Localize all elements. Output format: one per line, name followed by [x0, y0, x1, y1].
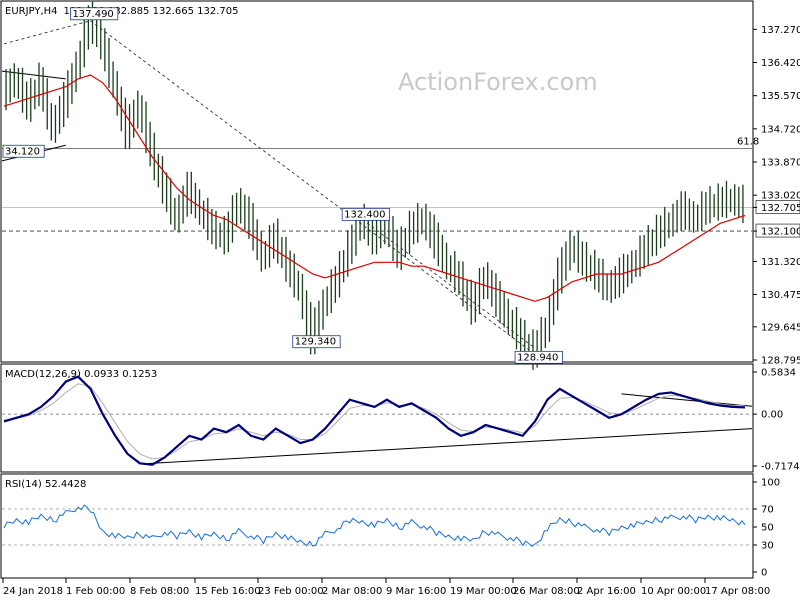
- annotation-label: 137.490: [72, 9, 113, 20]
- down-trendline: [90, 20, 536, 355]
- price-plot: 61.8 137.490 34.120 132.400 129.340 128.940: [1, 0, 759, 370]
- x-axis-label: 17 Apr 08:00: [705, 586, 770, 597]
- annotation-box: [2, 144, 45, 158]
- fib-label: 61.8: [737, 136, 759, 147]
- rsi-axis-label: 0: [761, 568, 767, 579]
- price-axis-label: 131.320: [761, 257, 800, 268]
- rsi-title: RSI(14) 52.4428: [5, 479, 86, 490]
- annotation-box: [292, 335, 341, 349]
- symbol-label: EURJPY,H4: [5, 6, 58, 17]
- price-axis-label: 130.475: [761, 290, 800, 301]
- price-axis-label: 135.570: [761, 91, 800, 102]
- macd-resistance-trendline: [621, 393, 753, 407]
- macd-line: [3, 375, 746, 466]
- annotation-label: 34.120: [5, 146, 40, 157]
- price-axis-label: 134.720: [761, 124, 800, 135]
- rsi-axis-label: 30: [761, 541, 774, 552]
- upper-trendline: [3, 20, 91, 45]
- ohlc-label: 132.838 132.885 132.665 132.705: [64, 6, 239, 17]
- x-axis-label: 9 Mar 16:00: [386, 586, 446, 597]
- macd-panel[interactable]: [0, 363, 754, 473]
- macd-plot: [2, 375, 753, 466]
- macd-axis-label: 0.00: [761, 410, 783, 421]
- rsi-axis-label: 70: [761, 505, 774, 516]
- x-axis-label: 2 Mar 08:00: [322, 586, 382, 597]
- price-axis-label: 137.270: [761, 25, 800, 36]
- moving-average-line: [3, 74, 746, 302]
- price-panel[interactable]: [0, 0, 754, 363]
- y-axes: 137.270 136.420 135.570 134.720 133.870 133.0…: [753, 25, 800, 579]
- macd-support-trendline: [139, 428, 753, 465]
- x-axis-label: 10 Apr 00:00: [641, 586, 706, 597]
- rsi-axis-label: 100: [761, 478, 780, 489]
- x-axis-label: 8 Feb 08:00: [130, 586, 189, 597]
- price-axis-label: 132.100: [761, 227, 800, 238]
- annotation-label: 128.940: [517, 352, 558, 363]
- price-axis-label: 129.645: [761, 322, 800, 333]
- annotation-box: [514, 350, 563, 364]
- macd-axis-label: -0.7174: [761, 462, 800, 473]
- price-bars: [5, 0, 744, 370]
- price-axis-label: 133.020: [761, 191, 800, 202]
- rsi-plot: [2, 504, 752, 547]
- price-header: EURJPY,H4 132.838 132.885 132.665 132.705: [5, 6, 238, 17]
- x-axis-label: 1 Feb 00:00: [66, 586, 125, 597]
- annotation-box: [341, 207, 390, 221]
- price-axis-label: 128.795: [761, 356, 800, 367]
- annotation-label: 132.400: [344, 209, 385, 220]
- wedge-upper-line: [1, 70, 66, 80]
- watermark: ActionForex.com: [398, 68, 598, 96]
- x-axis-label: 24 Jan 2018: [3, 586, 63, 597]
- x-axis: 24 Jan 2018 1 Feb 00:00 8 Feb 08:00 15 Feb …: [2, 578, 770, 597]
- price-axis-label: 132.705: [761, 203, 800, 214]
- macd-title: MACD(12,26,9) 0.0933 0.1253: [5, 369, 157, 380]
- price-axis-label: 133.870: [761, 158, 800, 169]
- rsi-panel[interactable]: [0, 473, 754, 579]
- x-axis-label: 15 Feb 16:00: [195, 586, 261, 597]
- annotation-box: [70, 7, 119, 21]
- x-axis-label: 26 Mar 08:00: [513, 586, 580, 597]
- x-axis-label: 2 Apr 16:00: [577, 586, 636, 597]
- rsi-axis-label: 50: [761, 523, 774, 534]
- annotation-label: 129.340: [295, 337, 336, 348]
- price-axis-label: 136.420: [761, 58, 800, 69]
- x-axis-label: 19 Mar 00:00: [450, 586, 517, 597]
- rsi-line: [3, 504, 746, 547]
- x-axis-label: 23 Feb 00:00: [258, 586, 324, 597]
- macd-axis-label: 0.5834: [761, 368, 796, 379]
